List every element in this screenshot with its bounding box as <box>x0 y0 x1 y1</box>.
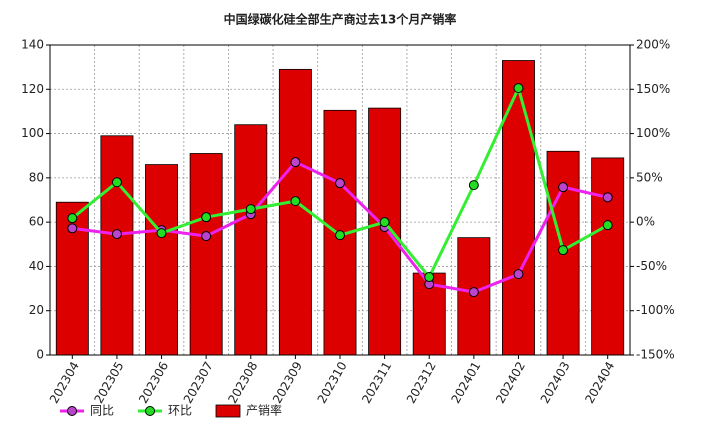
y2-tick-label: -50% <box>636 259 667 273</box>
marker <box>602 192 613 203</box>
legend-label: 环比 <box>168 404 192 418</box>
marker <box>201 231 212 242</box>
marker <box>335 230 345 241</box>
marker <box>513 269 524 280</box>
bar <box>591 157 625 356</box>
marker <box>290 196 301 207</box>
y2-tick-label: 100% <box>636 126 670 140</box>
marker <box>558 182 569 193</box>
marker <box>111 229 122 240</box>
legend-label: 产销率 <box>246 403 282 418</box>
y2-tick-label: 150% <box>636 82 670 96</box>
y2-tick-label: 0% <box>636 215 655 229</box>
y-tick-label: 100 <box>21 126 44 140</box>
marker <box>67 223 78 234</box>
marker <box>558 245 569 256</box>
marker <box>424 272 435 283</box>
marker <box>156 228 167 239</box>
marker <box>468 287 479 298</box>
bar <box>189 153 223 356</box>
y-tick-label: 140 <box>21 38 44 52</box>
marker <box>379 217 390 228</box>
legend-label: 同比 <box>90 404 114 418</box>
marker <box>245 204 256 215</box>
bar <box>501 60 535 356</box>
legend-marker <box>67 406 77 416</box>
legend-swatch <box>215 404 241 418</box>
marker <box>335 178 345 189</box>
y2-tick-label: -150% <box>636 348 675 362</box>
marker <box>67 213 78 224</box>
marker <box>468 180 479 191</box>
legend-marker <box>145 406 155 416</box>
y2-tick-label: 50% <box>636 170 663 184</box>
marker <box>513 83 524 94</box>
y-tick-label: 0 <box>36 348 44 362</box>
bar <box>234 124 268 356</box>
marker <box>290 157 301 168</box>
chart-title: 中国绿碳化硅全部生产商过去13个月产销率 <box>224 12 457 27</box>
plot-frame <box>49 44 631 356</box>
bar <box>145 164 179 356</box>
y-tick-label: 60 <box>29 215 44 229</box>
y2-tick-label: -100% <box>636 303 675 317</box>
bar <box>100 135 134 356</box>
y-tick-label: 20 <box>29 303 44 317</box>
marker <box>201 212 212 223</box>
y-tick-label: 120 <box>21 82 44 96</box>
y-tick-label: 40 <box>29 259 44 273</box>
marker <box>111 177 122 188</box>
y2-tick-label: 200% <box>636 38 670 52</box>
marker <box>602 220 613 231</box>
y-tick-label: 80 <box>29 170 44 184</box>
bar <box>278 68 312 356</box>
